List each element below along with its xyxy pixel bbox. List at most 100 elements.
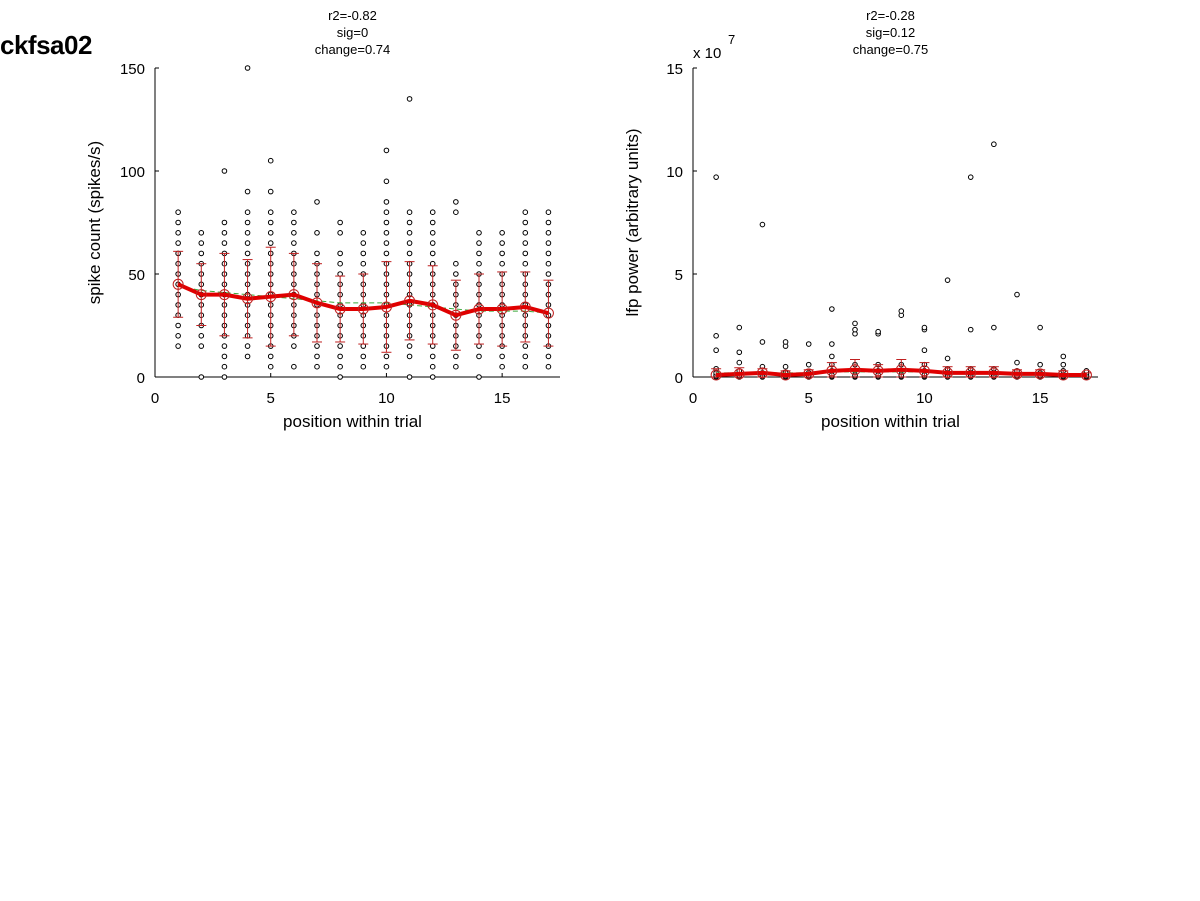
mean-marker: [942, 367, 954, 379]
data-point: [545, 250, 552, 257]
data-point: [244, 209, 251, 215]
mean-marker: [195, 289, 207, 301]
data-point: [453, 363, 459, 370]
data-point: [429, 363, 436, 370]
stat-label: r2=-0.28: [866, 8, 915, 23]
data-point: [314, 343, 320, 349]
data-point: [291, 209, 297, 215]
data-point: [805, 341, 812, 347]
y-tick-label: 15: [666, 61, 683, 78]
data-point: [267, 219, 274, 226]
trend-fit-line: [178, 285, 549, 314]
mean-marker: [404, 295, 416, 307]
mean-marker: [542, 307, 554, 319]
mean-line: [177, 282, 549, 318]
mean-marker: [733, 368, 745, 380]
data-point: [267, 230, 274, 236]
data-point: [244, 230, 251, 236]
mean-marker: [427, 299, 439, 311]
data-point: [383, 250, 390, 257]
data-point: [522, 240, 529, 246]
stat-label: r2=-0.82: [328, 8, 377, 23]
data-point: [221, 374, 228, 380]
data-point: [244, 250, 251, 257]
mean-marker: [311, 297, 323, 309]
mean-marker: [242, 293, 254, 305]
data-point: [736, 359, 743, 366]
data-point: [175, 240, 181, 246]
mean-marker: [826, 365, 838, 377]
data-point: [991, 141, 997, 148]
data-point: [829, 306, 835, 312]
data-point: [175, 333, 181, 339]
mean-marker: [1034, 368, 1046, 380]
data-point: [453, 209, 459, 215]
data-point: [713, 347, 719, 354]
data-point: [921, 324, 928, 331]
data-point: [545, 353, 552, 360]
data-point: [175, 230, 181, 236]
mean-marker: [357, 303, 369, 315]
data-point: [944, 355, 951, 362]
data-point: [852, 320, 858, 327]
data-point: [383, 230, 390, 236]
data-point: [267, 353, 274, 360]
data-point: [360, 260, 367, 267]
mean-marker: [334, 303, 346, 315]
y-tick-label: 50: [128, 267, 145, 284]
data-point: [383, 363, 390, 370]
mean-marker: [1080, 369, 1092, 381]
data-point: [291, 219, 297, 226]
data-point: [291, 230, 297, 236]
data-point: [453, 260, 459, 267]
data-point: [383, 178, 390, 185]
data-point: [244, 188, 251, 195]
data-point: [383, 240, 390, 246]
data-point: [360, 363, 367, 370]
data-point: [829, 353, 835, 360]
mean-marker: [780, 369, 792, 381]
y-tick-label: 0: [675, 370, 683, 387]
data-point: [337, 353, 343, 360]
data-point: [314, 353, 320, 360]
data-point: [453, 353, 459, 360]
data-point: [360, 240, 367, 246]
data-point: [198, 343, 205, 349]
mean-marker: [756, 367, 768, 379]
data-point: [805, 361, 812, 368]
data-point: [291, 363, 297, 370]
data-point: [221, 353, 228, 360]
data-point: [522, 363, 529, 370]
data-point: [1060, 361, 1067, 368]
mean-marker: [172, 278, 184, 290]
data-point: [476, 260, 482, 267]
mean-marker: [450, 309, 462, 321]
data-point: [476, 374, 482, 380]
data-point: [221, 219, 228, 226]
data-point: [852, 326, 858, 333]
data-point: [337, 219, 343, 226]
data-point: [522, 260, 529, 267]
data-point: [453, 271, 459, 277]
data-point: [314, 363, 320, 370]
data-point: [383, 219, 390, 226]
data-point: [175, 219, 181, 226]
data-point: [406, 250, 413, 257]
data-point: [545, 209, 552, 215]
mean-marker: [803, 368, 815, 380]
data-point: [267, 157, 274, 164]
data-point: [759, 221, 766, 228]
data-point: [522, 209, 529, 215]
data-point: [499, 260, 505, 267]
mean-marker: [710, 369, 722, 381]
data-point: [244, 240, 251, 246]
data-point: [875, 328, 881, 335]
data-point: [476, 250, 482, 257]
data-point: [713, 333, 719, 339]
data-point: [383, 199, 390, 205]
data-point: [314, 250, 320, 257]
stat-label: change=0.75: [853, 42, 929, 57]
data-point: [1060, 353, 1067, 360]
mean-marker: [288, 289, 300, 301]
